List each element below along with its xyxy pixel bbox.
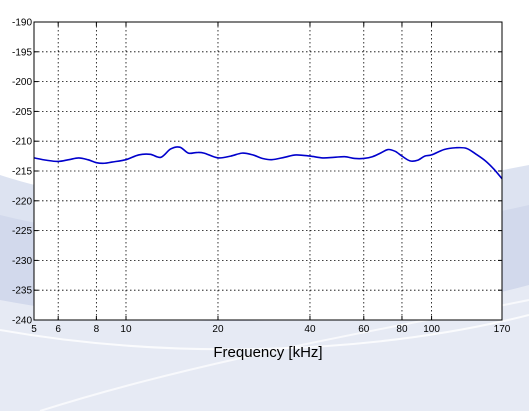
x-tick-label: 20	[212, 324, 224, 335]
x-tick-label: 8	[94, 324, 100, 335]
y-tick-label: -215	[12, 167, 32, 178]
x-tick-label: 10	[120, 324, 132, 335]
x-tick-label: 40	[304, 324, 316, 335]
x-tick-label: 5	[31, 324, 37, 335]
y-tick-label: -240	[12, 316, 32, 327]
y-tick-label: -235	[12, 286, 32, 297]
tick-marks	[33, 21, 503, 321]
y-tick-label: -210	[12, 137, 32, 148]
y-tick-label: -190	[12, 18, 32, 29]
x-tick-label: 60	[358, 324, 370, 335]
x-tick-label: 100	[423, 324, 440, 335]
y-tick-label: -230	[12, 256, 32, 267]
x-tick-label: 6	[55, 324, 61, 335]
x-tick-label: 170	[494, 324, 511, 335]
y-tick-label: -225	[12, 226, 32, 237]
y-tick-label: -205	[12, 107, 32, 118]
y-tick-label: -220	[12, 196, 32, 207]
plot-area	[34, 22, 502, 320]
series-line	[33, 146, 503, 180]
x-axis-title: Frequency [kHz]	[213, 344, 322, 361]
y-tick-label: -195	[12, 47, 32, 58]
y-tick-label: -200	[12, 77, 32, 88]
tick-labels: -190 -195 -200 -205 -210 -215 -220 -225 -230 -235…	[12, 18, 511, 336]
series-layer	[33, 146, 503, 180]
grid-lines	[34, 22, 502, 320]
x-tick-label: 80	[396, 324, 408, 335]
